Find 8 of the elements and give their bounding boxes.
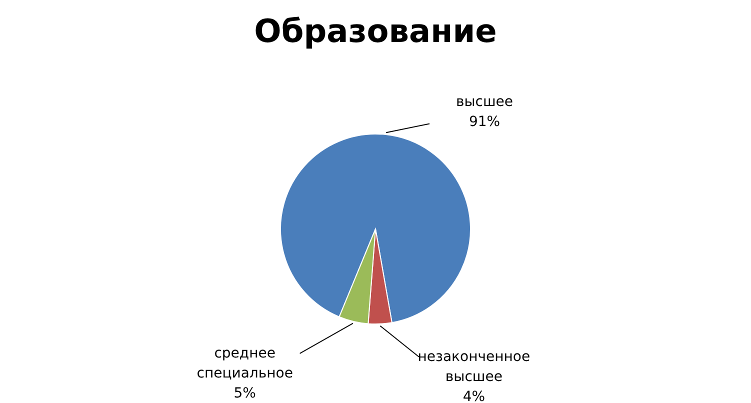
slice-label: высшее <box>456 94 514 110</box>
slice-label: среднее специальное <box>196 345 293 382</box>
data-label: 91% <box>468 114 500 130</box>
data-label: 5% <box>234 385 256 402</box>
data-label: 4% <box>462 388 486 403</box>
chart-title: Образование <box>254 12 497 50</box>
pie-slice <box>280 134 471 324</box>
slice-label: незаконченное высшее <box>418 348 530 385</box>
